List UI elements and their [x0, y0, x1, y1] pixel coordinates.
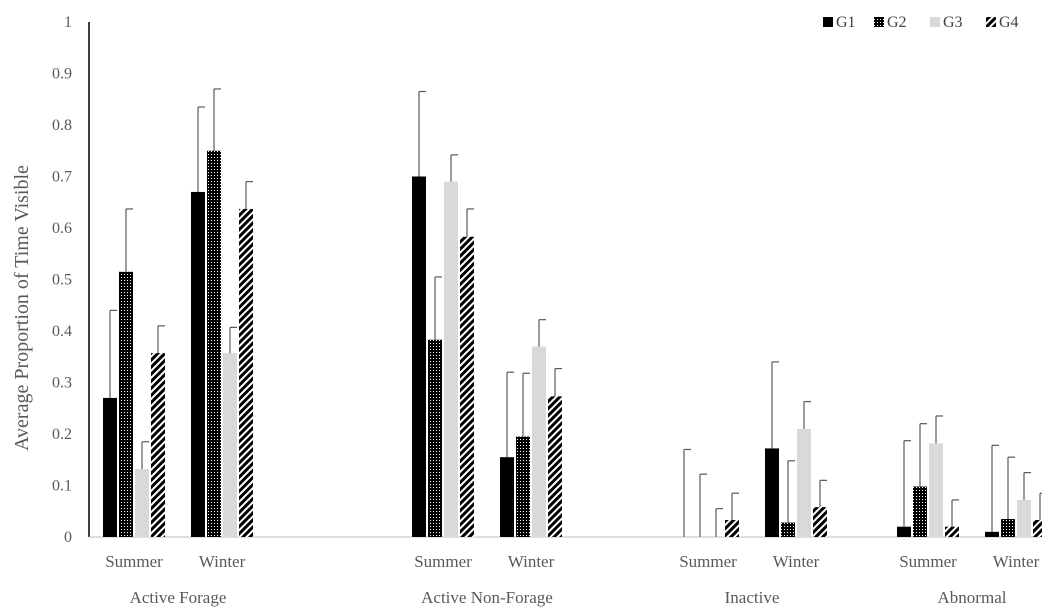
x-category-label: Summer: [414, 552, 472, 571]
x-category-label: Summer: [899, 552, 957, 571]
legend-label: G3: [943, 14, 963, 31]
x-group-label: Inactive: [725, 588, 780, 607]
legend-swatch: [930, 17, 940, 27]
bar-g2: [207, 150, 221, 537]
legend-label: G1: [836, 14, 856, 31]
legend-item-g4: G4: [986, 14, 1019, 31]
legend-item-g3: G3: [930, 14, 963, 31]
x-group-label: Active Forage: [130, 588, 227, 607]
y-tick-label: 0.3: [52, 375, 72, 392]
x-category-label: Winter: [199, 552, 246, 571]
bar-g2: [516, 436, 530, 537]
y-tick-label: 0: [64, 529, 72, 546]
bar-g3: [1017, 499, 1031, 537]
bar-g3: [797, 428, 811, 537]
bar-g3: [223, 353, 237, 537]
y-tick-label: 0.4: [52, 323, 72, 340]
y-tick-label: 0.2: [52, 426, 72, 443]
bar-g4: [813, 507, 827, 537]
bar-g1: [103, 397, 117, 537]
bar-g4: [548, 396, 562, 537]
y-tick-label: 0.1: [52, 478, 72, 495]
legend-item-g2: G2: [874, 14, 907, 31]
y-tick-label: 0.9: [52, 66, 72, 83]
bar-g1: [897, 526, 911, 537]
y-tick-label: 0.5: [52, 272, 72, 289]
y-axis-title: Average Proportion of Time Visible: [11, 165, 33, 451]
bar-g3: [929, 443, 943, 537]
x-category-label: Summer: [679, 552, 737, 571]
y-tick-label: 0.8: [52, 117, 72, 134]
legend-label: G2: [887, 14, 907, 31]
x-group-label: Abnormal: [938, 588, 1007, 607]
bar-g2: [119, 271, 133, 537]
x-category-label: Winter: [508, 552, 555, 571]
bar-g1: [985, 531, 999, 537]
bar-g1: [500, 457, 514, 537]
bar-g1: [765, 448, 779, 537]
bar-g1: [412, 176, 426, 537]
legend-swatch: [986, 17, 996, 27]
legend-label: G4: [999, 14, 1019, 31]
bar-g4: [725, 520, 739, 537]
bar-g3: [444, 181, 458, 537]
bar-g2: [781, 522, 795, 537]
legend-swatch: [823, 17, 833, 27]
y-tick-label: 0.7: [52, 169, 72, 186]
bar-g4: [1033, 520, 1042, 537]
bar-g3: [532, 346, 546, 537]
legend-swatch: [874, 17, 884, 27]
legend-item-g1: G1: [823, 14, 856, 31]
y-tick-label: 0.6: [52, 220, 72, 237]
bar-g2: [428, 339, 442, 537]
bar-g4: [460, 236, 474, 537]
y-tick-label: 1: [64, 14, 72, 31]
bar-g4: [239, 208, 253, 537]
x-group-label: Active Non-Forage: [421, 588, 553, 607]
bar-g1: [191, 191, 205, 537]
x-category-label: Winter: [993, 552, 1040, 571]
bar-g4: [151, 353, 165, 537]
bar-g2: [1001, 518, 1015, 537]
x-category-label: Winter: [773, 552, 820, 571]
x-category-label: Summer: [105, 552, 163, 571]
bar-g4: [945, 526, 959, 537]
bar-g3: [135, 469, 149, 537]
bar-g2: [913, 486, 927, 537]
